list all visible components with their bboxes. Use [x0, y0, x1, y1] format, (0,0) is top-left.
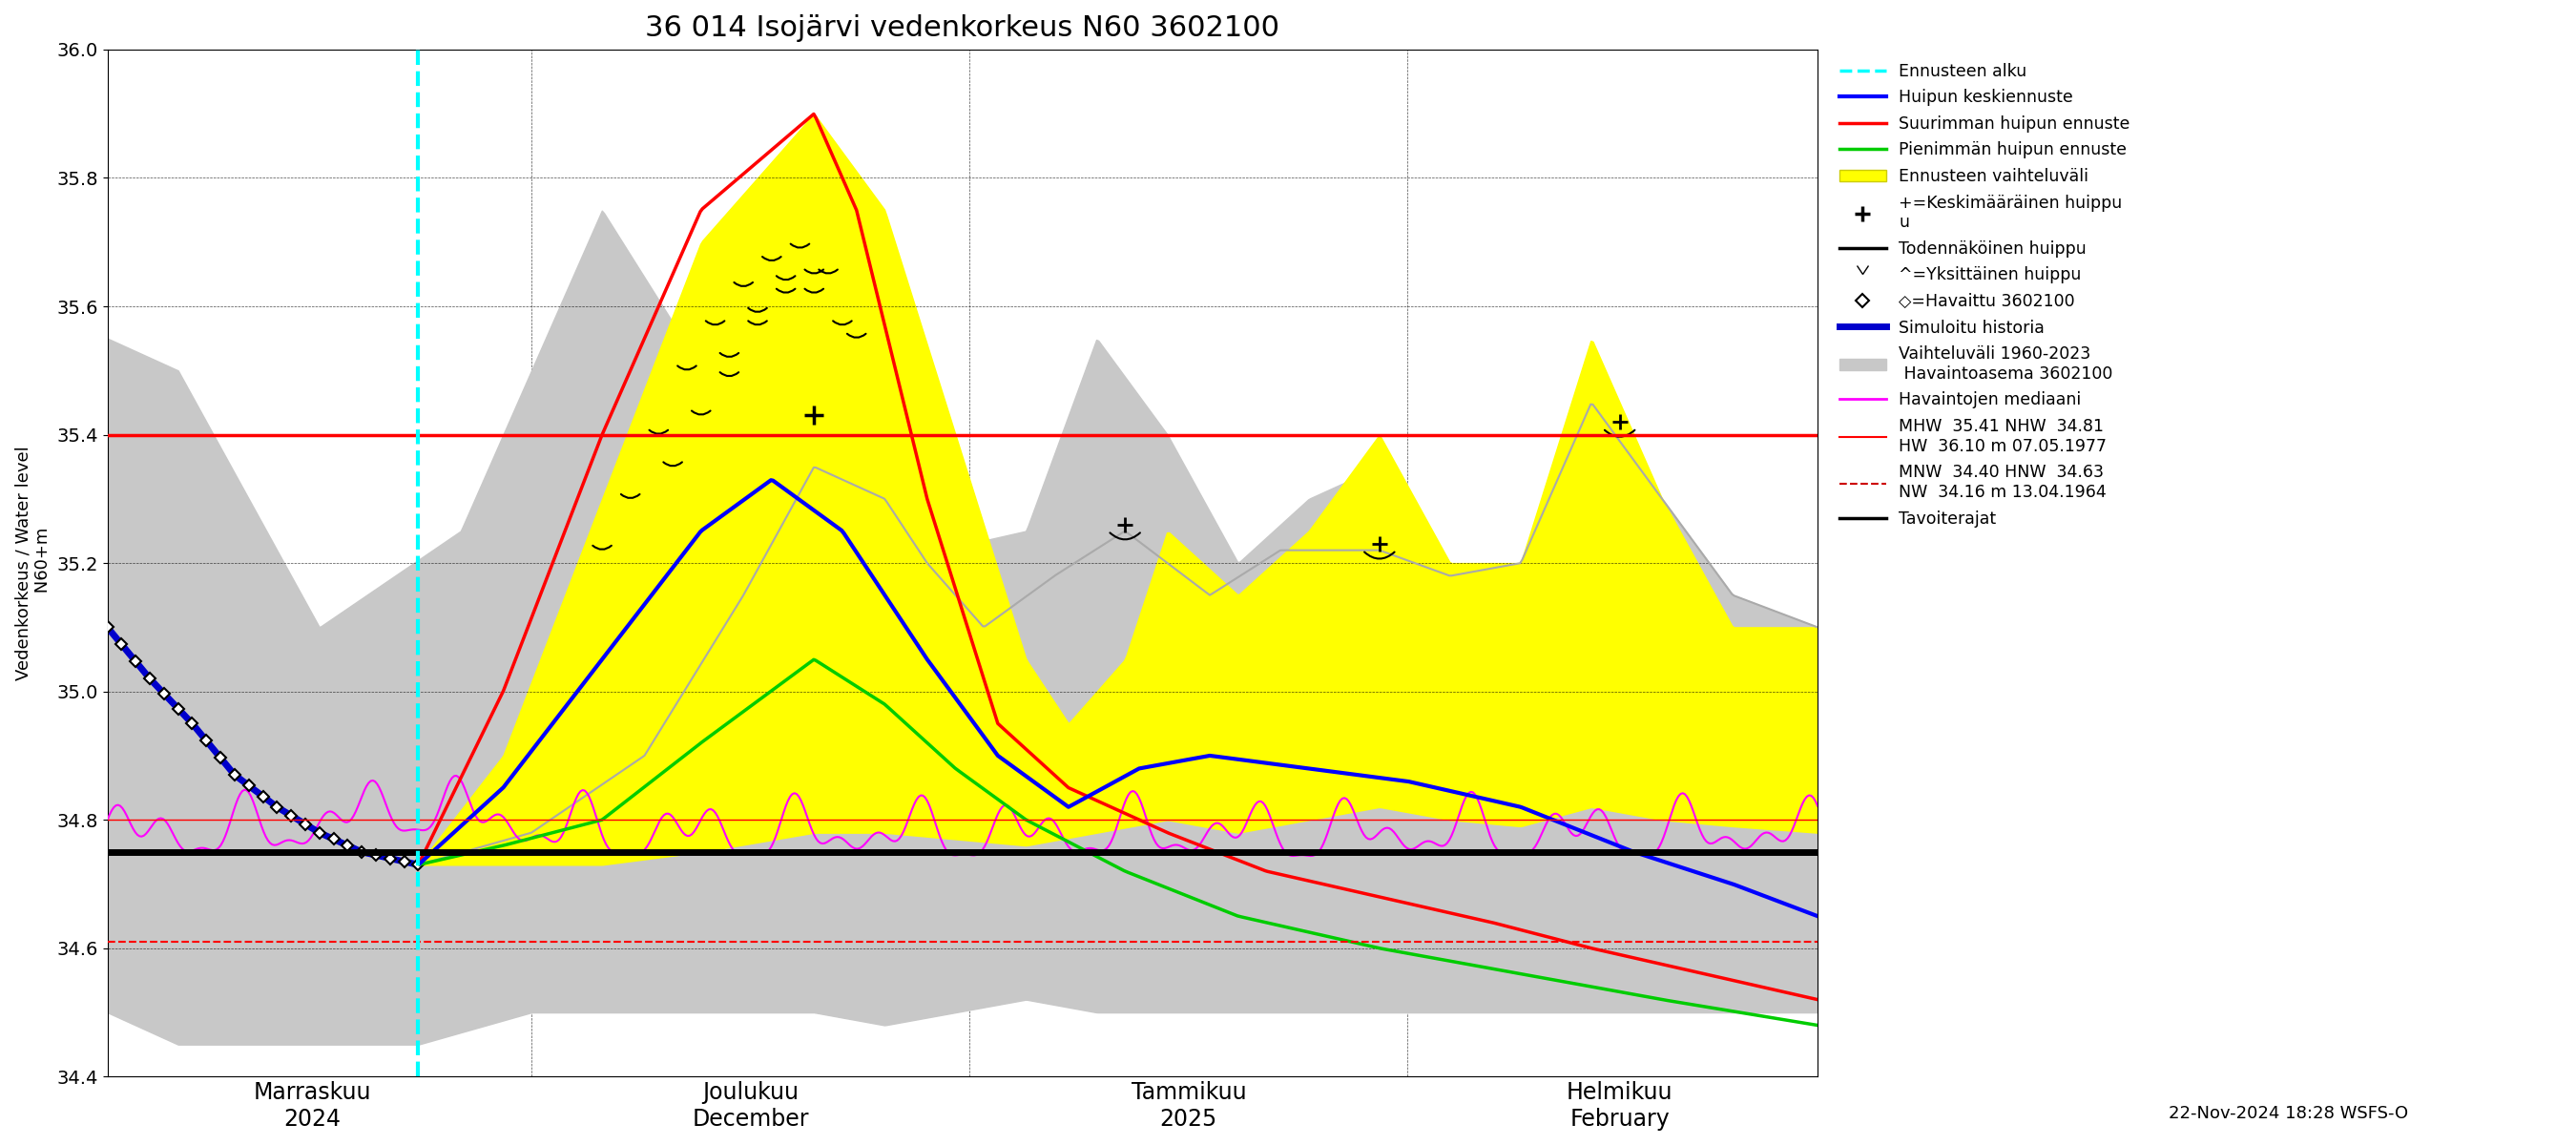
Y-axis label: Vedenkorkeus / Water level
 N60+m: Vedenkorkeus / Water level N60+m [15, 445, 52, 680]
Legend: Ennusteen alku, Huipun keskiennuste, Suurimman huipun ennuste, Pienimmän huipun : Ennusteen alku, Huipun keskiennuste, Suu… [1834, 57, 2136, 532]
Title: 36 014 Isojärvi vedenkorkeus N60 3602100: 36 014 Isojärvi vedenkorkeus N60 3602100 [644, 14, 1280, 42]
Text: 22-Nov-2024 18:28 WSFS-O: 22-Nov-2024 18:28 WSFS-O [2169, 1105, 2409, 1122]
